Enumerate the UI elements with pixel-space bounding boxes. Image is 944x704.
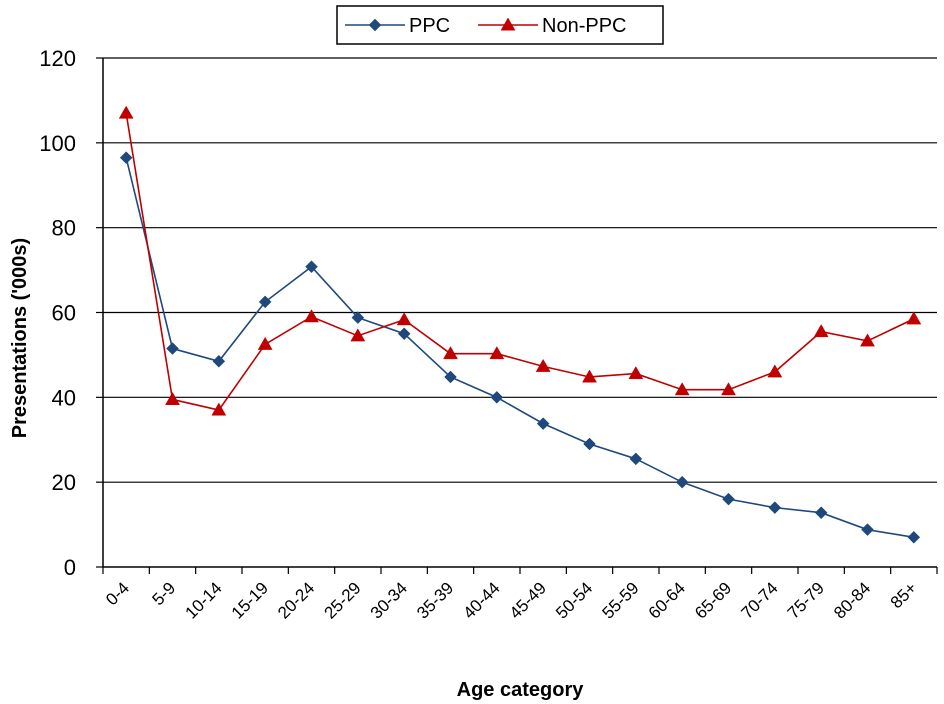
- data-point-ppc: [119, 151, 133, 165]
- data-point-ppc: [490, 390, 504, 404]
- x-tick-label: 55-59: [598, 578, 642, 622]
- x-axis-ticks: 0-4 5-9 10-14 15-19 20-24 25-29 30-34 35-39 40-4…: [102, 567, 938, 623]
- legend: PPC Non-PPC: [336, 5, 664, 45]
- legend-marker-ppc: [368, 18, 382, 32]
- data-point-non-ppc: [118, 105, 134, 119]
- data-point-non-ppc: [257, 336, 273, 350]
- data-point-non-ppc: [721, 382, 736, 396]
- y-tick-label: 120: [39, 46, 76, 71]
- x-tick-label: 60-64: [645, 578, 689, 622]
- data-point-non-ppc: [350, 328, 366, 342]
- legend-label-ppc: PPC: [409, 15, 450, 37]
- x-tick-label: 75-79: [784, 578, 828, 622]
- data-point-ppc: [536, 417, 550, 430]
- y-tick-label: 20: [52, 470, 76, 495]
- data-point-non-ppc: [443, 346, 458, 360]
- data-point-non-ppc: [489, 346, 505, 360]
- data-point-ppc: [305, 260, 318, 274]
- x-tick-label: 65-69: [691, 578, 735, 622]
- legend-marker-ppc: [368, 18, 382, 32]
- data-point-ppc: [212, 354, 226, 368]
- y-tick-label: 100: [39, 131, 76, 156]
- x-tick-label: 40-44: [459, 578, 503, 622]
- data-point-non-ppc: [906, 311, 922, 325]
- data-point-non-ppc: [396, 312, 412, 326]
- data-point-ppc: [444, 370, 457, 384]
- series-layer: [118, 105, 922, 544]
- data-point-ppc: [675, 475, 689, 489]
- data-point-non-ppc: [535, 358, 551, 372]
- data-point-ppc: [351, 311, 365, 324]
- data-point-non-ppc: [860, 333, 875, 347]
- data-point-ppc: [629, 452, 643, 466]
- x-tick-label: 85+: [887, 578, 921, 612]
- y-tick-label: 0: [64, 555, 76, 580]
- x-tick-label: 70-74: [737, 578, 781, 622]
- data-point-ppc: [907, 530, 921, 544]
- x-tick-label: 35-39: [413, 578, 457, 622]
- data-point-ppc: [814, 506, 828, 520]
- data-point-non-ppc: [813, 324, 829, 338]
- x-tick-label: 80-84: [830, 578, 874, 622]
- legend-marker-non-ppc: [500, 17, 516, 31]
- series-ppc: [119, 151, 921, 544]
- x-tick-label: 45-49: [506, 578, 550, 622]
- data-point-non-ppc: [628, 366, 644, 380]
- x-tick-label: 25-29: [320, 578, 364, 622]
- x-tick-label: 10-14: [181, 578, 225, 622]
- legend-label-non-ppc: Non-PPC: [542, 15, 626, 37]
- series-line-ppc: [125, 157, 914, 539]
- series-line-non-ppc: [125, 113, 915, 411]
- legend-marker-non-ppc: [500, 17, 516, 31]
- data-point-non-ppc: [582, 369, 597, 383]
- data-point-ppc: [258, 295, 272, 309]
- x-tick-label: 50-54: [552, 578, 596, 622]
- x-tick-label: 0-4: [102, 578, 133, 609]
- y-tick-label: 80: [52, 216, 76, 241]
- data-point-ppc: [768, 501, 782, 514]
- series-non-ppc: [118, 105, 922, 416]
- data-point-non-ppc: [304, 309, 319, 323]
- y-axis-title: Presentations ('000s): [9, 238, 31, 438]
- x-tick-label: 5-9: [149, 578, 180, 609]
- data-point-ppc: [166, 342, 179, 355]
- gridlines: [103, 57, 937, 483]
- data-point-ppc: [397, 327, 411, 341]
- data-point-ppc: [583, 437, 596, 451]
- y-tick-label: 60: [52, 301, 76, 326]
- data-point-ppc: [861, 523, 874, 537]
- x-tick-label: 20-24: [274, 578, 318, 622]
- y-axis-ticks: 0 20 40 60 80 100 120: [39, 46, 103, 580]
- data-point-non-ppc: [767, 364, 783, 378]
- x-tick-label: 15-19: [228, 578, 272, 622]
- data-point-ppc: [722, 492, 735, 506]
- x-axis-title: Age category: [457, 679, 585, 701]
- data-point-non-ppc: [674, 382, 690, 396]
- data-point-non-ppc: [211, 402, 227, 416]
- y-tick-label: 40: [52, 385, 76, 410]
- data-point-non-ppc: [165, 391, 180, 405]
- x-tick-label: 30-34: [367, 578, 411, 622]
